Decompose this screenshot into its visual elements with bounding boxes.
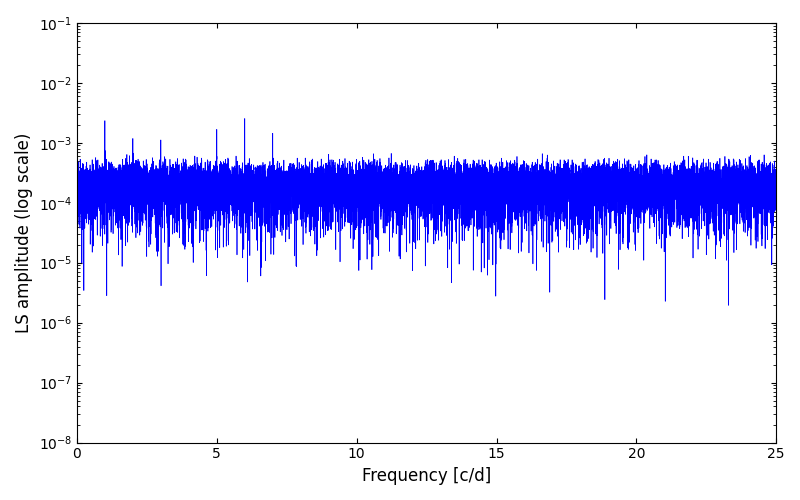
X-axis label: Frequency [c/d]: Frequency [c/d] xyxy=(362,467,491,485)
Y-axis label: LS amplitude (log scale): LS amplitude (log scale) xyxy=(15,132,33,333)
